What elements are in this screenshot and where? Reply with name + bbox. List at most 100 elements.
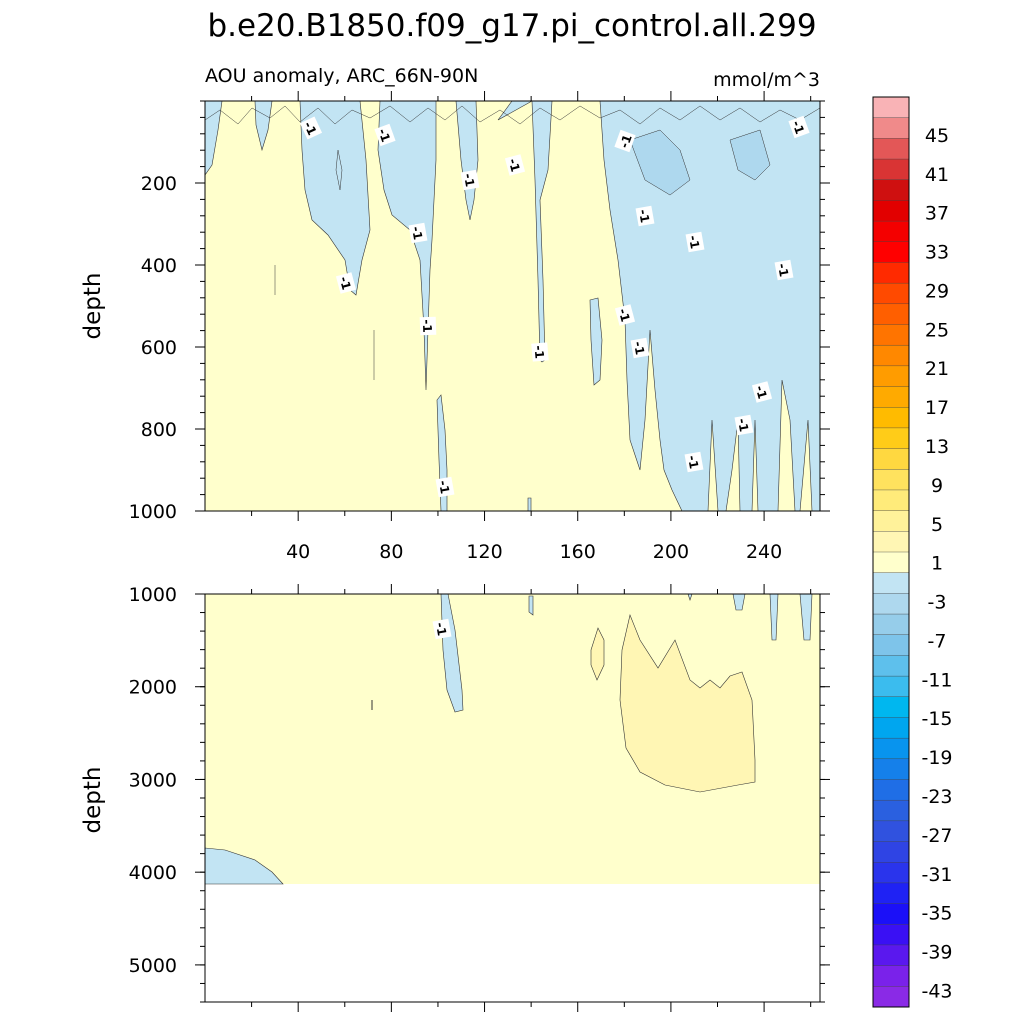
- colorbar-label: -31: [921, 864, 952, 886]
- upper-neg-region: [589, 297, 603, 386]
- svg-text:-1: -1: [433, 621, 449, 637]
- colorbar-swatch: [872, 737, 910, 760]
- colorbar-label: 9: [931, 475, 943, 497]
- lower-pos-region: [619, 613, 756, 793]
- colorbar: [872, 96, 910, 1008]
- colorbar-label: 25: [925, 319, 949, 341]
- colorbar-swatch: [872, 924, 910, 946]
- colorbar-swatch: [872, 407, 910, 429]
- chart-title: b.e20.B1850.f09_g17.pi_control.all.299: [207, 8, 816, 44]
- lower-contour-labels: -1: [432, 618, 452, 640]
- colorbar-label: 33: [925, 242, 949, 264]
- colorbar-swatch: [872, 965, 910, 987]
- upper-pocket: [629, 129, 691, 196]
- colorbar-label: 5: [931, 514, 943, 536]
- lower-y-axis-label: depth: [80, 767, 106, 834]
- upper-neg-region: [377, 100, 437, 391]
- colorbar-swatch: [872, 799, 910, 822]
- svg-text:-1: -1: [436, 479, 452, 495]
- colorbar-swatch: [872, 448, 910, 470]
- colorbar-label: -19: [921, 747, 952, 769]
- svg-text:-1: -1: [789, 119, 807, 136]
- y-tick-label: 4000: [129, 862, 177, 884]
- colorbar-label: 21: [925, 358, 949, 380]
- colorbar-swatch: [872, 593, 910, 615]
- colorbar-label: 29: [925, 280, 949, 302]
- y-tick-label: 200: [141, 173, 177, 195]
- contour-label: -1: [504, 154, 526, 176]
- x-tick-label: 120: [466, 541, 502, 563]
- contour-label: -1: [531, 342, 549, 362]
- colorbar-label: -43: [921, 980, 952, 1002]
- contour-label: -1: [685, 231, 705, 253]
- colorbar-swatch: [872, 241, 910, 263]
- contour-label: -1: [734, 414, 754, 436]
- upper-surface-contours: [204, 105, 821, 380]
- contour-label: -1: [432, 618, 452, 640]
- y-tick-label: 400: [141, 255, 177, 277]
- lower-axis-ticks: 1000 2000 3000 4000 5000: [129, 584, 830, 1012]
- svg-text:-1: -1: [375, 127, 393, 144]
- upper-pocket: [729, 129, 771, 181]
- colorbar-swatch: [872, 386, 910, 408]
- svg-text:-1: -1: [636, 208, 652, 224]
- upper-axis-ticks: 200 400 600 800 1000: [129, 91, 830, 523]
- colorbar-label: -23: [921, 786, 952, 808]
- y-tick-label: 1000: [129, 584, 177, 606]
- upper-contour-labels: -1 -1-1-1-1-1-1-1-1-1-1-1-1-1-1-1-1-1-1: [299, 115, 810, 498]
- y-tick-label: 2000: [129, 677, 177, 699]
- contour-label: -1: [788, 115, 810, 139]
- colorbar-swatch: [872, 220, 910, 243]
- upper-contour: [335, 149, 343, 191]
- upper-deeper-pockets: [629, 129, 771, 196]
- contour-label: -1: [684, 451, 704, 473]
- contour-label: -1: [335, 272, 357, 294]
- colorbar-swatch: [872, 117, 910, 139]
- colorbar-label: 45: [925, 125, 949, 147]
- contour-label: -1: [460, 169, 480, 191]
- colorbar-swatch: [872, 572, 910, 594]
- colorbar-swatch: [872, 841, 910, 863]
- contour-label: -1: [751, 381, 773, 403]
- svg-text:-1: -1: [617, 133, 635, 150]
- y-tick-label: 1000: [129, 501, 177, 523]
- colorbar-swatch: [872, 903, 910, 925]
- contour-label: -1: [614, 304, 636, 326]
- colorbar-swatch: [872, 634, 910, 656]
- svg-text:-1: -1: [616, 307, 633, 324]
- contour-label: -1: [299, 116, 323, 140]
- x-tick-label: 40: [286, 541, 310, 563]
- colorbar-swatch: [872, 696, 910, 718]
- svg-text:-1: -1: [686, 234, 702, 250]
- chart-subtitle-left: AOU anomaly, ARC_66N-90N: [205, 65, 478, 87]
- colorbar-label: 17: [925, 397, 949, 419]
- colorbar-label: 37: [925, 203, 949, 225]
- colorbar-label: -35: [921, 903, 952, 925]
- contour-label: -1: [614, 129, 636, 153]
- colorbar-swatch: [872, 675, 910, 698]
- upper-neg-region: [455, 100, 479, 221]
- colorbar-label: -3: [928, 592, 947, 614]
- colorbar-swatch: [872, 986, 910, 1008]
- colorbar-label: -27: [921, 825, 952, 847]
- svg-text:-1: -1: [301, 119, 319, 137]
- colorbar-label: -15: [921, 708, 952, 730]
- y-tick-label: 5000: [129, 955, 177, 977]
- contour-label: -1: [408, 222, 428, 244]
- colorbar-frame: [872, 96, 910, 1008]
- x-tick-label: 160: [560, 541, 596, 563]
- chart-units: mmol/m^3: [713, 69, 820, 91]
- upper-contour: [204, 105, 821, 125]
- colorbar-label: 1: [931, 553, 943, 575]
- colorbar-swatch: [872, 779, 910, 801]
- y-tick-label: 800: [141, 419, 177, 441]
- svg-text:-1: -1: [506, 157, 523, 174]
- upper-y-axis-label: depth: [80, 273, 106, 340]
- colorbar-swatch: [872, 613, 910, 636]
- colorbar-swatch: [872, 138, 910, 160]
- colorbar-swatch: [872, 655, 910, 677]
- colorbar-label: -11: [921, 669, 952, 691]
- colorbar-swatch: [872, 427, 910, 450]
- contour-label: -1: [374, 123, 396, 147]
